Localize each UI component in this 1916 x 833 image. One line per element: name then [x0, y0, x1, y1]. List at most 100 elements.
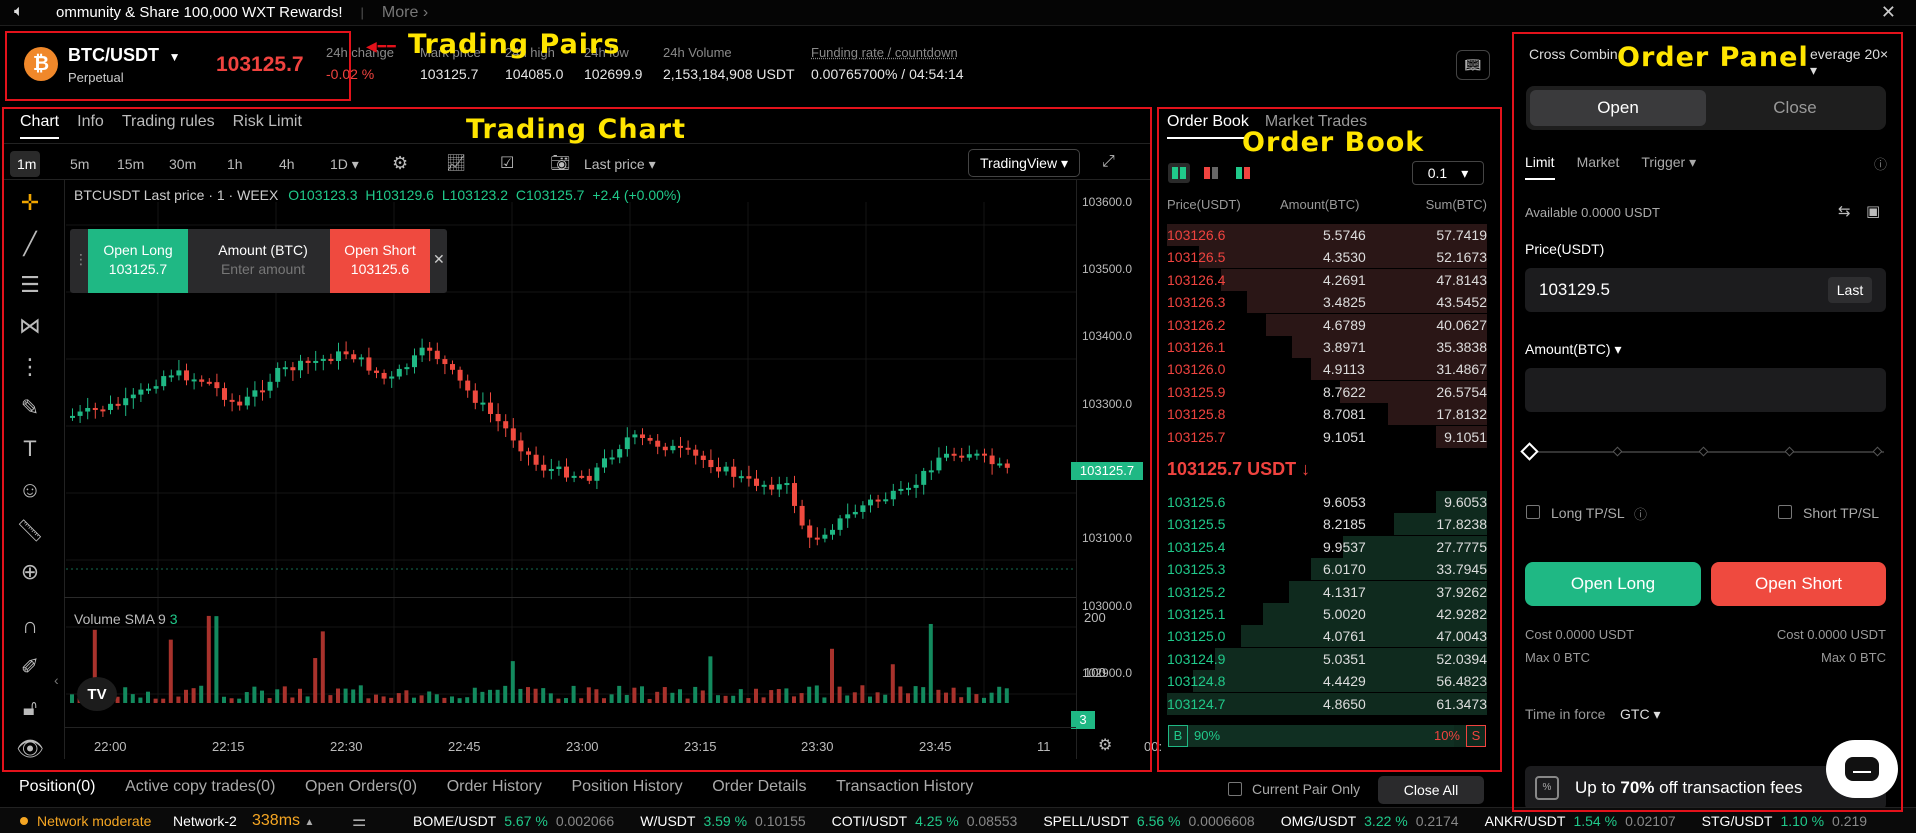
- drag-handle-icon[interactable]: ⋮: [74, 251, 88, 267]
- time-in-force-select[interactable]: GTC ▾: [1620, 706, 1661, 722]
- emoji-icon[interactable]: ☺: [18, 477, 42, 502]
- tf-30m[interactable]: 30m: [169, 156, 197, 172]
- asks-view-icon[interactable]: [1200, 163, 1222, 183]
- filter-icon[interactable]: ⚌: [352, 813, 367, 830]
- fee-promo-banner[interactable]: % Up to 70% off transaction fees: [1525, 766, 1886, 810]
- quick-amount-field[interactable]: Amount (BTC) Enter amount: [218, 242, 308, 277]
- market-ticker-item[interactable]: W/USDT 3.59 % 0.10155: [640, 813, 806, 829]
- market-ticker-item[interactable]: COTI/USDT 4.25 % 0.08553: [831, 813, 1018, 829]
- tf-1d[interactable]: 1D ▾: [330, 156, 359, 172]
- close-icon[interactable]: ✕: [433, 251, 445, 267]
- tab-transaction-history[interactable]: Transaction History: [836, 778, 974, 795]
- short-tpsl-checkbox[interactable]: [1778, 505, 1792, 519]
- close-tab[interactable]: Close: [1773, 98, 1817, 117]
- tradingview-logo-icon[interactable]: TV: [77, 677, 117, 711]
- bid-row[interactable]: 103124.7 4.8650 61.3473: [1167, 692, 1487, 715]
- bid-row[interactable]: 103125.6 9.6053 9.6053: [1167, 491, 1487, 513]
- magnet-icon[interactable]: ∩: [22, 613, 38, 638]
- chart-settings-icon[interactable]: ⚙: [1098, 737, 1113, 754]
- lock-icon[interactable]: 🔓︎: [22, 695, 38, 720]
- ask-row[interactable]: 103126.3 3.4825 43.5452: [1167, 291, 1487, 314]
- stat-funding-rate[interactable]: Funding rate / countdown 0.00765700% / 0…: [811, 45, 964, 82]
- trendline-icon[interactable]: ╱: [23, 231, 37, 256]
- camera-icon[interactable]: 📷︎: [550, 155, 571, 172]
- open-long-button[interactable]: Open Long: [1525, 562, 1701, 606]
- amount-unit-select[interactable]: Amount(BTC) ▾: [1525, 341, 1622, 357]
- transfer-icon[interactable]: ⇆: [1838, 203, 1851, 220]
- quick-open-short-button[interactable]: Open Short 103125.6: [330, 229, 430, 293]
- tf-1h[interactable]: 1h: [227, 156, 243, 172]
- indicators-icon[interactable]: 📈︎: [446, 155, 467, 172]
- tradingview-select[interactable]: TradingView ▾: [968, 149, 1080, 177]
- slider-handle[interactable]: [1520, 442, 1539, 461]
- market-ticker-item[interactable]: STG/USDT 1.10 % 0.219: [1701, 813, 1868, 829]
- bid-row[interactable]: 103124.9 5.0351 52.0394: [1167, 647, 1487, 670]
- long-tpsl-checkbox[interactable]: [1526, 505, 1540, 519]
- pattern-icon[interactable]: ⋈: [19, 313, 41, 338]
- market-ticker-item[interactable]: OMG/USDT 3.22 % 0.2174: [1280, 813, 1459, 829]
- precision-select[interactable]: 0.1 ▾: [1412, 161, 1484, 185]
- open-short-button[interactable]: Open Short: [1711, 562, 1886, 606]
- network-node[interactable]: Network-2: [173, 813, 237, 829]
- ask-row[interactable]: 103126.1 3.8971 35.3838: [1167, 336, 1487, 358]
- tf-15m[interactable]: 15m: [117, 156, 145, 172]
- tab-market-trades[interactable]: Market Trades: [1264, 113, 1368, 130]
- bid-row[interactable]: 103125.2 4.1317 37.9262: [1167, 580, 1487, 603]
- fib-icon[interactable]: ☰: [20, 272, 40, 297]
- chat-support-button[interactable]: [1826, 740, 1898, 798]
- both-sides-view-icon[interactable]: [1168, 163, 1190, 183]
- tab-order-details[interactable]: Order Details: [712, 778, 807, 795]
- market-ticker-item[interactable]: SPELL/USDT 6.56 % 0.0006608: [1043, 813, 1255, 829]
- margin-mode-select[interactable]: Cross Combin: [1529, 46, 1618, 62]
- ask-row[interactable]: 103126.5 4.3530 52.1673: [1167, 246, 1487, 269]
- ask-row[interactable]: 103125.8 8.7081 17.8132: [1167, 403, 1487, 426]
- price-input[interactable]: 103129.5 Last: [1525, 268, 1886, 312]
- text-icon[interactable]: T: [23, 436, 37, 461]
- collapse-toolbar-icon[interactable]: ‹: [54, 672, 59, 688]
- bid-row[interactable]: 103125.5 8.2185 17.8238: [1167, 513, 1487, 536]
- bid-row[interactable]: 103125.3 6.0170 33.7945: [1167, 558, 1487, 581]
- tf-4h[interactable]: 4h: [279, 156, 295, 172]
- tab-position[interactable]: Position(0): [19, 778, 96, 795]
- bid-row[interactable]: 103125.1 5.0020 42.9282: [1167, 603, 1487, 625]
- banner-text[interactable]: ommunity & Share 100,000 WXT Rewards!: [56, 4, 343, 21]
- bids-view-icon[interactable]: [1232, 163, 1254, 183]
- order-type-market[interactable]: Market: [1576, 154, 1620, 170]
- market-ticker-item[interactable]: BOME/USDT 5.67 % 0.002066: [413, 813, 615, 829]
- eye-icon[interactable]: 👁︎: [16, 736, 44, 761]
- ask-row[interactable]: 103126.6 5.5746 57.7419: [1167, 224, 1487, 246]
- bid-row[interactable]: 103125.0 4.0761 47.0043: [1167, 625, 1487, 648]
- price-type-select[interactable]: Last price ▾: [584, 156, 656, 172]
- ask-row[interactable]: 103125.7 9.1051 9.1051: [1167, 425, 1487, 448]
- amount-input[interactable]: [1525, 368, 1886, 412]
- ask-row[interactable]: 103125.9 8.7622 26.5754: [1167, 380, 1487, 403]
- order-type-limit[interactable]: Limit: [1525, 154, 1555, 180]
- tab-open-orders[interactable]: Open Orders(0): [305, 778, 418, 795]
- book-icon[interactable]: 📖︎: [1456, 50, 1490, 80]
- projection-icon[interactable]: ⋮: [19, 354, 41, 379]
- tab-order-book[interactable]: Order Book: [1167, 113, 1249, 139]
- info-icon[interactable]: ⓘ: [1634, 507, 1648, 522]
- tab-info[interactable]: Info: [77, 113, 104, 130]
- tf-1m[interactable]: 1m: [17, 156, 37, 172]
- tab-order-history[interactable]: Order History: [446, 778, 542, 795]
- lock-drawing-icon[interactable]: ✐: [20, 654, 40, 679]
- leverage-select[interactable]: everage 20× ▾: [1810, 46, 1889, 78]
- info-icon[interactable]: ⓘ: [1874, 157, 1888, 172]
- crosshair-icon[interactable]: ✛: [20, 190, 40, 215]
- order-type-trigger[interactable]: Trigger ▾: [1641, 154, 1697, 170]
- close-all-button[interactable]: Close All: [1378, 776, 1484, 804]
- settings-icon[interactable]: ⚙: [392, 153, 409, 173]
- last-price-button[interactable]: Last: [1828, 277, 1872, 303]
- market-ticker-item[interactable]: ANKR/USDT 1.54 % 0.02107: [1484, 813, 1676, 829]
- tab-trading-rules[interactable]: Trading rules: [121, 113, 215, 130]
- zoom-in-icon[interactable]: ⊕: [20, 559, 40, 584]
- ask-row[interactable]: 103126.0 4.9113 31.4867: [1167, 358, 1487, 381]
- template-icon[interactable]: ☑: [500, 155, 515, 172]
- tf-5m[interactable]: 5m: [70, 156, 90, 172]
- current-pair-checkbox[interactable]: [1228, 782, 1242, 796]
- pair-selector[interactable]: BTC/USDT ▼ Perpetual: [68, 45, 181, 85]
- time-axis[interactable]: 22:00 22:15 22:30 22:45 23:00 23:15 23:30 23:45…: [66, 739, 1162, 759]
- open-tab[interactable]: Open: [1530, 90, 1706, 126]
- bid-row[interactable]: 103124.8 4.4429 56.4823: [1167, 670, 1487, 693]
